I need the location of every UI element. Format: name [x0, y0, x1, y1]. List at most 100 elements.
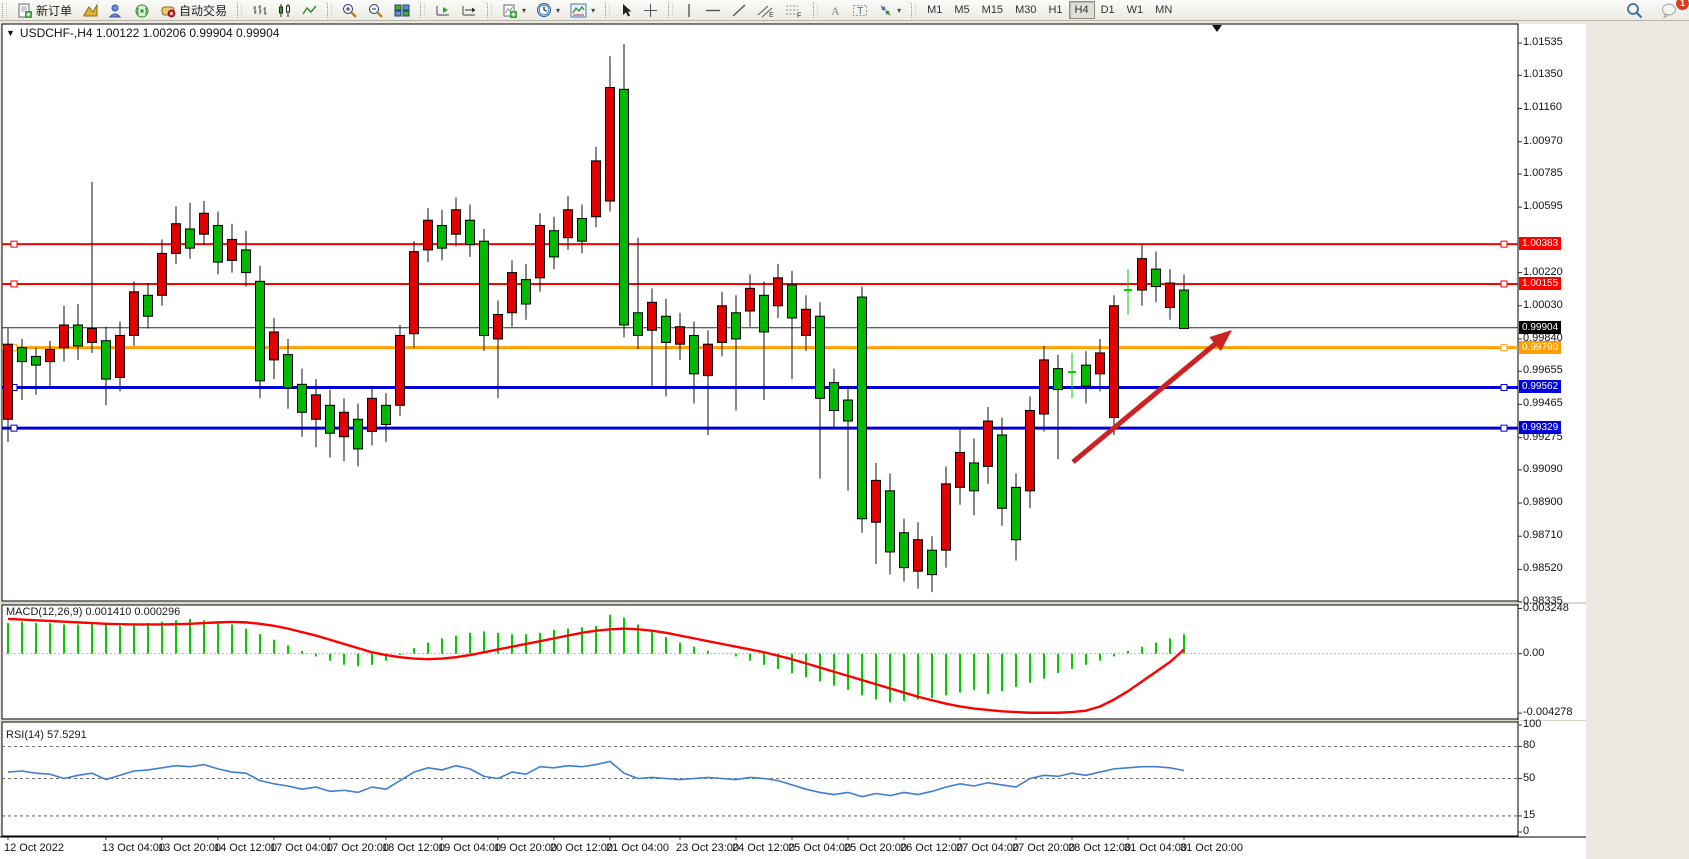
candle-body[interactable]: [241, 249, 251, 274]
candle-body[interactable]: [619, 88, 629, 326]
candle-body[interactable]: [269, 331, 279, 361]
candle-body[interactable]: [157, 252, 167, 296]
candle-body[interactable]: [717, 305, 727, 343]
candle-body[interactable]: [255, 280, 265, 382]
candle-body[interactable]: [381, 404, 391, 425]
candle-body[interactable]: [115, 334, 125, 378]
periods-button[interactable]: ▾: [531, 1, 565, 20]
candle-body[interactable]: [787, 284, 797, 319]
candle-body[interactable]: [549, 230, 559, 258]
candle-body[interactable]: [577, 217, 587, 242]
candle-body[interactable]: [3, 343, 13, 420]
candle-body[interactable]: [395, 334, 405, 406]
toolbar-grip[interactable]: [420, 2, 426, 18]
candle-body[interactable]: [521, 279, 531, 305]
toolbar-grip[interactable]: [2, 2, 7, 18]
candle-body[interactable]: [479, 240, 489, 336]
candle-body[interactable]: [1011, 486, 1021, 541]
candle-body[interactable]: [759, 294, 769, 333]
toolbar-grip[interactable]: [911, 2, 917, 18]
timeframe-button-mn[interactable]: MN: [1155, 4, 1173, 16]
candle-body[interactable]: [1137, 258, 1147, 291]
candle-body[interactable]: [871, 479, 881, 523]
candle-body[interactable]: [647, 301, 657, 331]
candle-body[interactable]: [339, 411, 349, 438]
pane-separator[interactable]: [0, 602, 1586, 604]
candle-body[interactable]: [927, 549, 937, 576]
profile-button[interactable]: [103, 1, 129, 20]
chart-canvas[interactable]: [0, 21, 1587, 859]
trend-arrow-head[interactable]: [1209, 330, 1232, 351]
candle-body[interactable]: [283, 354, 293, 389]
candle-body[interactable]: [885, 490, 895, 553]
candle-body[interactable]: [185, 228, 195, 249]
cursor-tool-button[interactable]: [615, 1, 638, 20]
candle-body[interactable]: [101, 340, 111, 380]
chart-shift-button[interactable]: [456, 1, 482, 20]
text-label-tool-button[interactable]: T: [847, 1, 873, 20]
data-window-button[interactable]: [129, 1, 155, 20]
search-button[interactable]: [1621, 1, 1648, 20]
tile-windows-button[interactable]: [389, 1, 415, 20]
candle-body[interactable]: [1109, 305, 1119, 419]
hline-handle[interactable]: [1500, 280, 1508, 288]
timeframe-button-m15[interactable]: M15: [981, 4, 1004, 16]
candle-body[interactable]: [1179, 289, 1189, 329]
candle-body[interactable]: [1165, 282, 1175, 309]
trendline-tool-button[interactable]: [726, 1, 752, 20]
hline-handle[interactable]: [10, 240, 18, 248]
zoom-out-button[interactable]: [363, 1, 389, 20]
candle-body[interactable]: [409, 251, 419, 335]
hline-tool-button[interactable]: [700, 1, 726, 20]
candle-body[interactable]: [451, 209, 461, 235]
macd-pane[interactable]: [1, 604, 1519, 720]
fibonacci-tool-button[interactable]: F: [780, 1, 808, 20]
auto-scroll-button[interactable]: [430, 1, 456, 20]
trend-arrow[interactable]: [1071, 335, 1225, 464]
timeframe-button-h4[interactable]: H4: [1068, 1, 1095, 19]
candle-body[interactable]: [45, 348, 55, 363]
candle-body[interactable]: [87, 327, 97, 343]
timeframe-button-m5[interactable]: M5: [954, 4, 970, 16]
hline-handle[interactable]: [1500, 344, 1508, 352]
arrows-tool-button[interactable]: ▾: [873, 1, 906, 20]
candle-body[interactable]: [675, 326, 685, 345]
candle-body[interactable]: [1151, 268, 1161, 288]
timeframe-button-d1[interactable]: D1: [1100, 4, 1115, 16]
candle-body[interactable]: [703, 343, 713, 377]
notifications-button[interactable]: 1: [1656, 0, 1689, 20]
candle-body[interactable]: [843, 399, 853, 422]
candle-body[interactable]: [423, 219, 433, 251]
charts-button[interactable]: [77, 1, 103, 20]
bar-chart-button[interactable]: [247, 1, 272, 20]
candle-body[interactable]: [535, 224, 545, 279]
candle-body[interactable]: [31, 355, 41, 366]
timeframe-button-m30[interactable]: M30: [1015, 4, 1037, 16]
toolbar-grip[interactable]: [237, 2, 243, 18]
candle-body[interactable]: [1053, 368, 1063, 391]
collapse-chart-icon[interactable]: ▼: [6, 28, 15, 38]
new-chart-caret-icon[interactable]: ▾: [522, 5, 527, 15]
candle-body[interactable]: [1039, 359, 1049, 415]
candle-body[interactable]: [801, 308, 811, 336]
candle-body[interactable]: [493, 314, 503, 340]
candle-body[interactable]: [353, 418, 363, 450]
timeframe-button-w1[interactable]: W1: [1126, 4, 1144, 16]
candle-body[interactable]: [311, 394, 321, 420]
text-tool-button[interactable]: A: [823, 1, 847, 20]
channel-tool-button[interactable]: E: [752, 1, 780, 20]
candle-body[interactable]: [465, 219, 475, 246]
toolbar-grip[interactable]: [605, 2, 611, 18]
toolbar-grip[interactable]: [668, 2, 674, 18]
candle-body[interactable]: [745, 287, 755, 312]
candle-body[interactable]: [129, 291, 139, 336]
candle-body[interactable]: [1081, 364, 1091, 387]
line-chart-button[interactable]: [297, 1, 322, 20]
timeframe-button-m1[interactable]: M1: [927, 4, 943, 16]
candle-body[interactable]: [899, 532, 909, 569]
hline-handle[interactable]: [10, 280, 18, 288]
candle-body[interactable]: [857, 296, 867, 520]
candle-body[interactable]: [59, 324, 69, 349]
candle-body[interactable]: [773, 277, 783, 307]
templates-button[interactable]: ▾: [565, 1, 600, 20]
